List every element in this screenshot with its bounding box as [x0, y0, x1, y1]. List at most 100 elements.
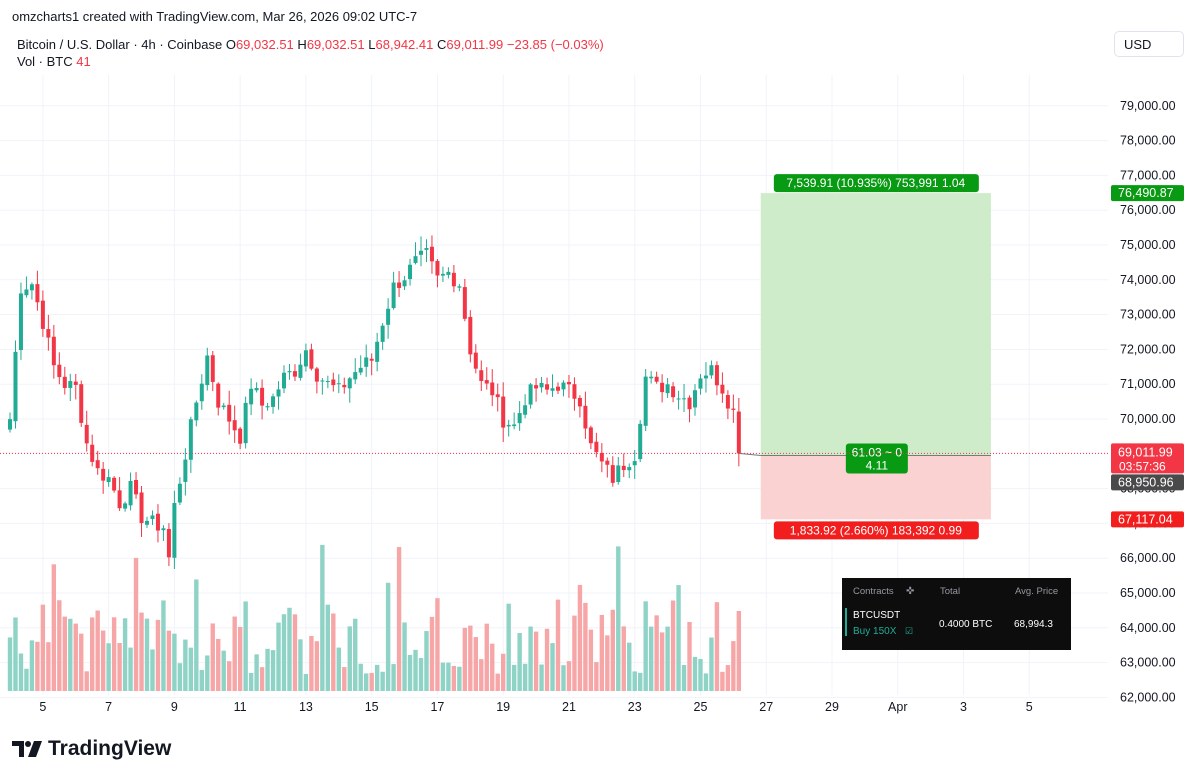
candle-body [260, 387, 265, 406]
candle-body [457, 286, 462, 288]
volume-bar [314, 641, 320, 691]
volume-bar [396, 547, 402, 691]
candle-body [402, 280, 407, 287]
volume-bar [320, 544, 325, 691]
volume-bar [572, 615, 577, 691]
bar-countdown-label: 03:57:36 [1119, 459, 1166, 473]
candle-body [462, 287, 467, 319]
volume-bar [309, 635, 314, 691]
volume-bar [205, 655, 210, 691]
volume-label[interactable]: Vol · BTC [17, 54, 73, 69]
volume-bar [627, 642, 632, 691]
candle-body [397, 282, 402, 288]
volume-bar [402, 622, 407, 691]
currency-button[interactable]: USD [1114, 31, 1184, 57]
candle-body [347, 378, 352, 389]
change-value: −23.85 (−0.03%) [506, 37, 604, 52]
tradingview-logo[interactable]: TradingView [12, 737, 171, 761]
candle-body [265, 406, 270, 408]
close-value: 69,011.99 [446, 37, 504, 52]
volume-bar [731, 641, 736, 691]
candle-body [709, 365, 714, 376]
candle-body [572, 384, 577, 399]
price-tick-label: 64,000.00 [1120, 621, 1176, 635]
volume-bar [665, 626, 670, 691]
candle-body [419, 250, 423, 255]
candle-body [106, 477, 111, 483]
position-symbol[interactable]: BTCUSDT [853, 610, 901, 621]
time-tick-label: 29 [825, 700, 839, 714]
candle-body [62, 376, 67, 388]
stop-price-label: 67,117.04 [1118, 512, 1173, 526]
symbol-title[interactable]: Bitcoin / U.S. Dollar · 4h · Coinbase [17, 37, 223, 52]
target-price-tag [1111, 185, 1184, 202]
contracts-header: Contracts [853, 586, 894, 597]
time-tick-label: 27 [759, 700, 773, 714]
candle-body [101, 468, 106, 481]
volume-bar [736, 611, 742, 691]
candle-body [605, 460, 610, 465]
volume-bar [68, 618, 73, 691]
low-value: 68,942.41 [375, 37, 434, 52]
candle-body [117, 490, 122, 509]
candle-body [331, 379, 336, 386]
volume-legend: Vol · BTC 41 [17, 54, 91, 69]
candle-body [145, 520, 149, 525]
candle-body [128, 480, 133, 506]
volume-bar [610, 609, 615, 691]
time-tick-label: 23 [628, 700, 642, 714]
candle-body [320, 380, 325, 382]
volume-bar [588, 629, 594, 691]
candle-body [325, 381, 330, 383]
candle-body [166, 528, 171, 558]
volume-bar [544, 628, 550, 691]
candle-body [473, 352, 478, 369]
price-tick-label: 77,000.00 [1120, 168, 1176, 182]
center-info-line2: 4.11 [866, 459, 889, 473]
candle-body [314, 368, 319, 382]
volume-bar [46, 642, 51, 691]
candle-body [512, 424, 517, 427]
stop-info-tag [773, 521, 979, 540]
candle-body [271, 396, 276, 407]
volume-bar [495, 673, 500, 691]
volume-bar [407, 654, 413, 691]
price-tick-label: 63,000.00 [1120, 656, 1176, 670]
volume-bar [583, 602, 588, 691]
tradingview-logo-icon [12, 741, 42, 757]
volume-bar [276, 622, 281, 691]
price-tick-label: 78,000.00 [1120, 134, 1176, 148]
volume-bar [468, 625, 473, 691]
candle-body [254, 387, 259, 391]
price-tick-label: 74,000.00 [1120, 273, 1176, 287]
volume-bar [605, 635, 610, 691]
candle-body [155, 513, 160, 531]
candle-body [424, 248, 429, 250]
candle-body [523, 405, 528, 415]
volume-bar [457, 666, 462, 691]
edit-icon[interactable]: ☑ [905, 626, 914, 636]
candle-body [336, 383, 341, 385]
candle-body [51, 336, 56, 366]
candle-body [73, 381, 78, 385]
candle-body [391, 282, 396, 309]
volume-bar [265, 648, 270, 691]
profit-zone[interactable] [760, 193, 991, 456]
volume-bar [227, 661, 232, 691]
volume-bar [687, 621, 692, 691]
candle-body [172, 503, 177, 558]
candle-body [46, 329, 51, 338]
volume-bar [243, 601, 248, 691]
volume-bar [188, 647, 194, 691]
volume-bar [413, 649, 418, 691]
candle-body [550, 388, 555, 391]
volume-bar [95, 610, 100, 691]
volume-bar [566, 661, 572, 691]
volume-bar [292, 614, 298, 691]
candle-body [8, 419, 12, 430]
volume-bar [709, 637, 714, 691]
pin-icon[interactable]: ✜ [906, 586, 915, 597]
volume-bar [484, 623, 489, 691]
volume-bar [725, 665, 731, 691]
